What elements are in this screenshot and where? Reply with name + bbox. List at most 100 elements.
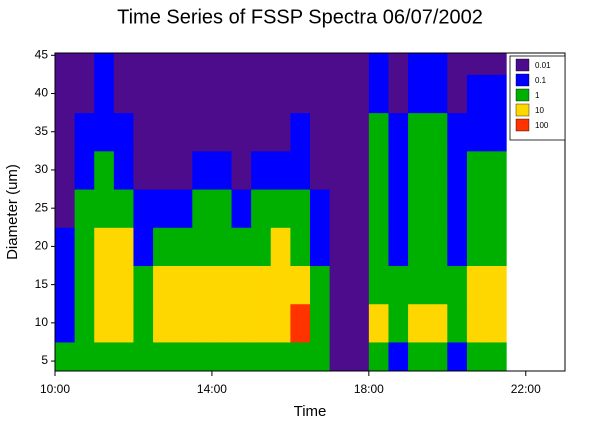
heat-cell	[329, 227, 350, 267]
heat-cell	[74, 112, 95, 152]
heat-cell	[55, 341, 76, 371]
x-axis-label: Time	[294, 403, 327, 420]
heat-cell	[290, 74, 311, 114]
heat-cell	[368, 53, 389, 75]
heat-cell	[408, 303, 429, 343]
heat-cell	[74, 189, 95, 228]
heat-cell	[113, 189, 134, 228]
y-tick-label: 35	[35, 124, 49, 138]
y-tick-label: 45	[35, 47, 49, 61]
heat-cell	[231, 265, 252, 305]
heat-cell	[192, 53, 213, 75]
heat-cell	[388, 227, 409, 267]
heat-cell	[94, 53, 115, 75]
heat-cell	[486, 303, 507, 343]
heat-cell	[113, 112, 134, 152]
heat-cell	[153, 189, 174, 228]
heat-cell	[270, 265, 291, 305]
heat-cell	[408, 150, 429, 190]
legend-label: 1	[535, 91, 540, 100]
heat-cell	[113, 227, 134, 267]
heat-cell	[74, 150, 95, 190]
heat-cell	[231, 112, 252, 152]
legend-label: 10	[535, 106, 544, 115]
legend-label: 0.01	[535, 61, 551, 70]
heat-cell	[290, 265, 311, 305]
heat-cell	[113, 265, 134, 305]
heat-cell	[447, 150, 468, 190]
heat-cell	[172, 74, 193, 114]
heat-cell	[427, 189, 448, 228]
heat-cell	[192, 150, 213, 190]
heat-cell	[466, 112, 488, 152]
heat-cell	[329, 265, 350, 305]
heat-cell	[349, 74, 370, 114]
heat-cell	[133, 265, 154, 305]
heat-cell	[74, 74, 95, 114]
heat-cell	[251, 112, 272, 152]
heat-cell	[211, 265, 233, 305]
heat-cell	[133, 303, 154, 343]
heat-cell	[447, 112, 468, 152]
heat-cell	[349, 265, 370, 305]
heat-cell	[310, 189, 331, 228]
y-tick-label: 20	[35, 239, 49, 253]
heat-cell	[427, 150, 448, 190]
heat-cell	[329, 112, 350, 152]
heat-cell	[290, 303, 311, 343]
heat-cell	[310, 227, 331, 267]
x-tick-label: 14:00	[197, 382, 227, 396]
heat-cell	[74, 227, 95, 267]
legend-swatch	[515, 118, 530, 132]
heat-cell	[133, 53, 154, 75]
legend-label: 100	[535, 121, 549, 130]
heat-cell	[466, 341, 488, 371]
legend-swatch	[515, 73, 530, 87]
heat-cell	[290, 227, 311, 267]
heat-cell	[55, 189, 76, 228]
x-tick-label: 10:00	[40, 382, 70, 396]
heat-cell	[94, 303, 115, 343]
heat-cell	[290, 189, 311, 228]
heat-cell	[153, 112, 174, 152]
heat-cell	[310, 303, 331, 343]
heat-cell	[153, 303, 174, 343]
heat-cell	[408, 341, 429, 371]
heat-cell	[447, 53, 468, 75]
plot-frame	[54, 52, 566, 372]
heat-cell	[270, 189, 291, 228]
heat-cell	[192, 227, 213, 267]
heat-cell	[172, 303, 193, 343]
heat-cell	[388, 341, 409, 371]
heat-cell	[310, 74, 331, 114]
heat-cell	[368, 74, 389, 114]
heat-cell	[290, 53, 311, 75]
heat-cell	[231, 150, 252, 190]
heat-cell	[427, 303, 448, 343]
heat-cell	[251, 227, 272, 267]
heat-cell	[55, 303, 76, 343]
heat-cell	[231, 341, 252, 371]
heat-cell	[153, 265, 174, 305]
heat-cell	[486, 189, 507, 228]
heat-cell	[113, 53, 134, 75]
heat-cell	[310, 112, 331, 152]
heat-cell	[427, 341, 448, 371]
heat-cell	[349, 150, 370, 190]
heat-cell	[427, 227, 448, 267]
heat-cell	[153, 74, 174, 114]
heat-cell	[94, 112, 115, 152]
heat-cell	[447, 227, 468, 267]
heat-cell	[466, 265, 488, 305]
heat-cell	[427, 265, 448, 305]
heat-cell	[349, 112, 370, 152]
heat-cell	[349, 53, 370, 75]
heat-cell	[466, 303, 488, 343]
heat-cell	[94, 74, 115, 114]
heat-cell	[408, 227, 429, 267]
heat-cell	[349, 227, 370, 267]
heat-cell	[447, 265, 468, 305]
heat-cell	[172, 341, 193, 371]
heat-cell	[270, 74, 291, 114]
heat-cell	[153, 150, 174, 190]
